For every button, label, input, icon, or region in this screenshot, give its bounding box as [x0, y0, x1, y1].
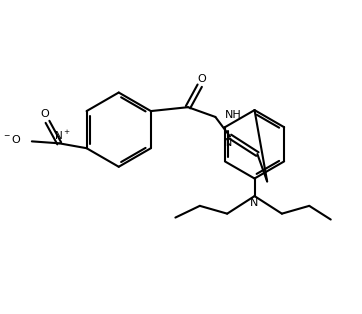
Text: $^-$O: $^-$O [2, 133, 22, 145]
Text: N: N [251, 198, 259, 208]
Text: O: O [197, 74, 206, 84]
Text: N: N [224, 138, 232, 148]
Text: O: O [40, 109, 49, 119]
Text: N$^+$: N$^+$ [54, 129, 71, 142]
Text: NH: NH [225, 110, 242, 120]
